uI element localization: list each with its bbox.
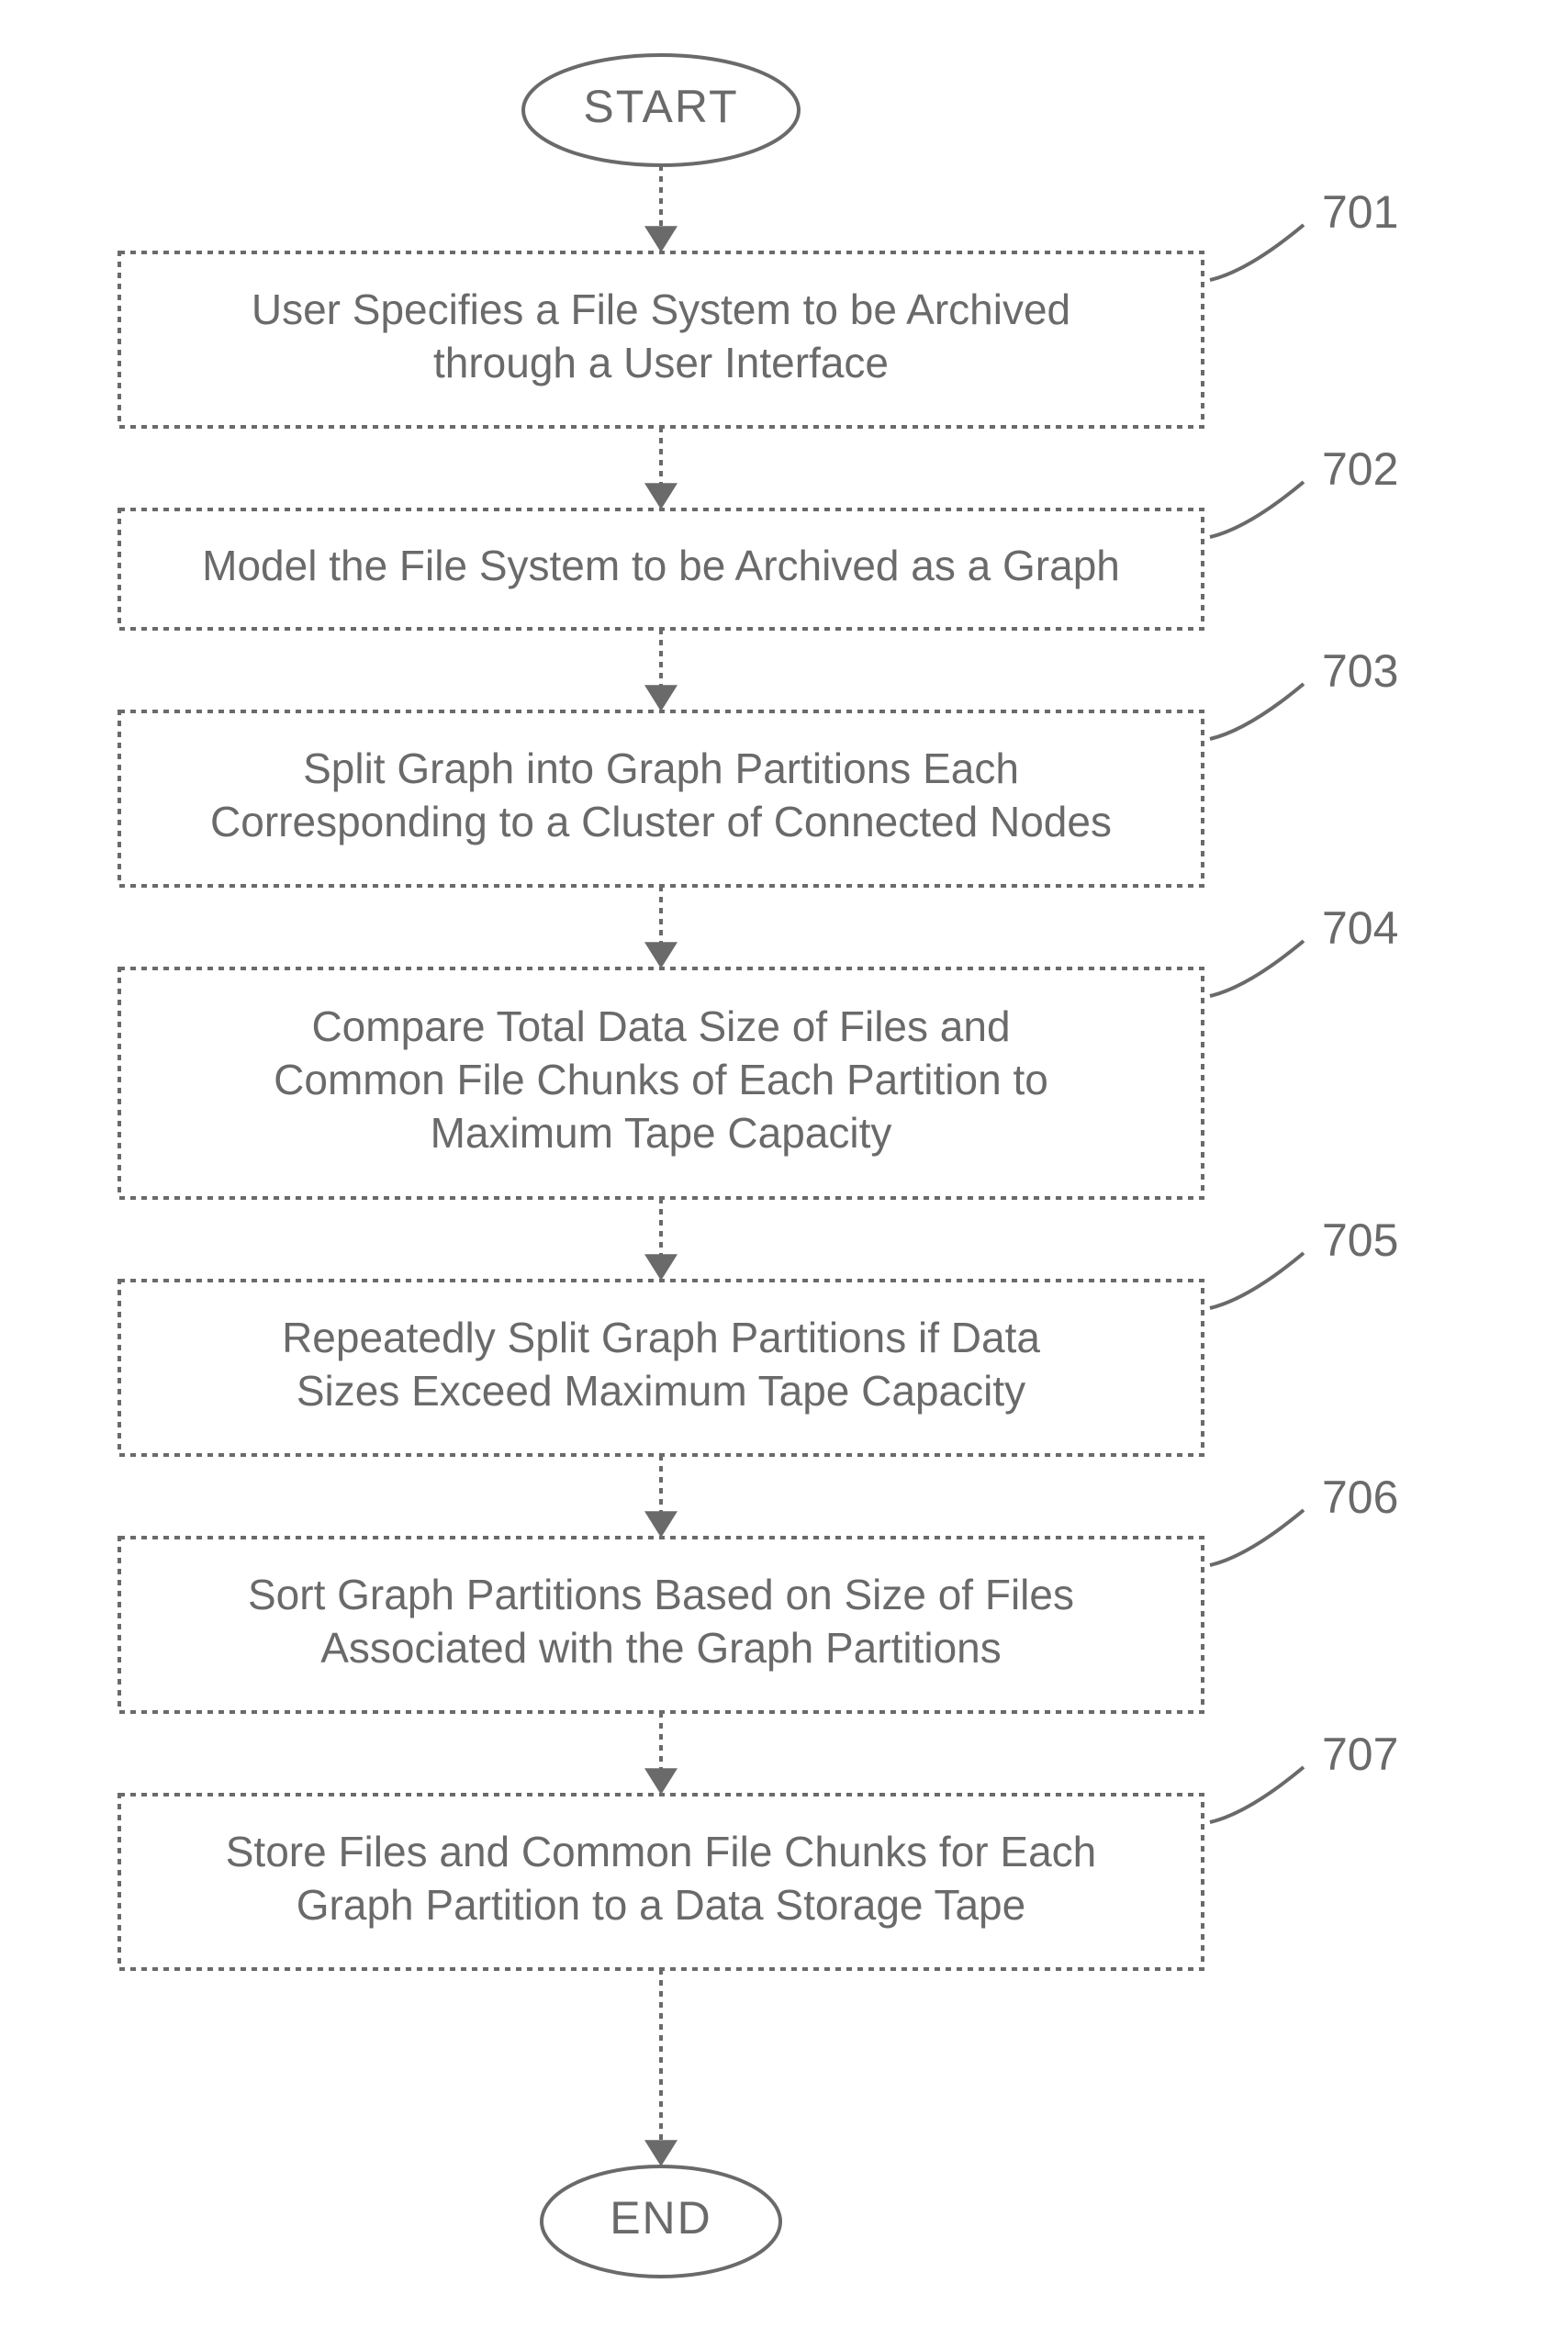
ref-number: 705 — [1322, 1214, 1398, 1266]
step-text: Sizes Exceed Maximum Tape Capacity — [297, 1367, 1025, 1415]
connector — [644, 1254, 678, 1281]
connector — [644, 1768, 678, 1795]
connector — [644, 226, 678, 252]
connector — [1210, 482, 1304, 537]
connector — [1210, 225, 1304, 280]
step-text: Store Files and Common File Chunks for E… — [226, 1828, 1097, 1875]
connector — [644, 685, 678, 711]
connector — [644, 942, 678, 968]
ref-number: 703 — [1322, 645, 1398, 697]
step-text: Split Graph into Graph Partitions Each — [303, 744, 1019, 792]
connector — [1210, 684, 1304, 739]
step-text: Graph Partition to a Data Storage Tape — [297, 1881, 1025, 1929]
ref-number: 704 — [1322, 902, 1398, 954]
step-text: through a User Interface — [433, 339, 889, 386]
connector — [644, 1511, 678, 1538]
ref-number: 702 — [1322, 443, 1398, 495]
connector — [1210, 1510, 1304, 1565]
step-text: Corresponding to a Cluster of Connected … — [210, 798, 1112, 845]
ref-number: 707 — [1322, 1729, 1398, 1780]
ref-number: 701 — [1322, 186, 1398, 238]
svg-text:START: START — [583, 81, 738, 132]
connector — [644, 483, 678, 509]
step-text: Model the File System to be Archived as … — [202, 542, 1120, 589]
connector — [1210, 1253, 1304, 1308]
step-text: Compare Total Data Size of Files and — [311, 1002, 1010, 1050]
connector — [644, 2140, 678, 2166]
step-text: Repeatedly Split Graph Partitions if Dat… — [282, 1314, 1040, 1361]
step-text: Common File Chunks of Each Partition to — [274, 1056, 1048, 1103]
ref-number: 706 — [1322, 1472, 1398, 1523]
connector — [1210, 941, 1304, 996]
step-text: Maximum Tape Capacity — [431, 1109, 892, 1157]
step-text: Sort Graph Partitions Based on Size of F… — [248, 1571, 1074, 1618]
step-text: Associated with the Graph Partitions — [320, 1624, 1001, 1672]
connector — [1210, 1767, 1304, 1822]
step-text: User Specifies a File System to be Archi… — [252, 285, 1070, 333]
svg-text:END: END — [610, 2192, 712, 2244]
